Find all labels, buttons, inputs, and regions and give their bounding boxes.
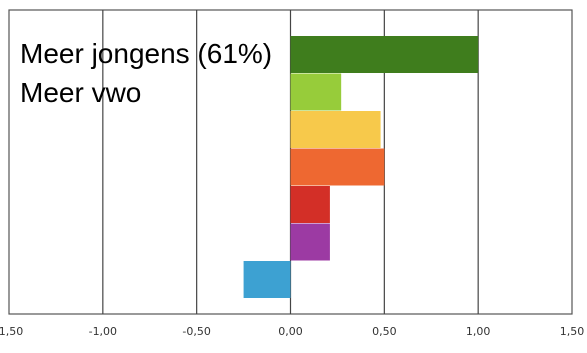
x-tick-label: 0,00	[278, 325, 303, 338]
bar	[290, 73, 342, 111]
x-tick-label: -0,50	[182, 325, 210, 338]
x-tick-label: 1,00	[466, 325, 491, 338]
bars	[243, 36, 479, 298]
bar	[290, 223, 330, 261]
annotation-meer-jongens: Meer jongens (61%)	[20, 38, 272, 69]
bar	[290, 186, 330, 223]
x-tick-label: 1,50	[560, 325, 585, 338]
bar	[290, 36, 479, 73]
x-tick-label: -1,50	[0, 325, 23, 338]
x-tick-label: -1,00	[89, 325, 117, 338]
x-tick-labels: -1,50 -1,00 -0,50 0,00 0,50 1,00 1,50	[0, 325, 584, 338]
bar	[290, 148, 385, 186]
x-tick-label: 0,50	[372, 325, 397, 338]
bar	[243, 261, 291, 298]
bar	[290, 111, 381, 148]
annotation-meer-vwo: Meer vwo	[20, 77, 141, 108]
